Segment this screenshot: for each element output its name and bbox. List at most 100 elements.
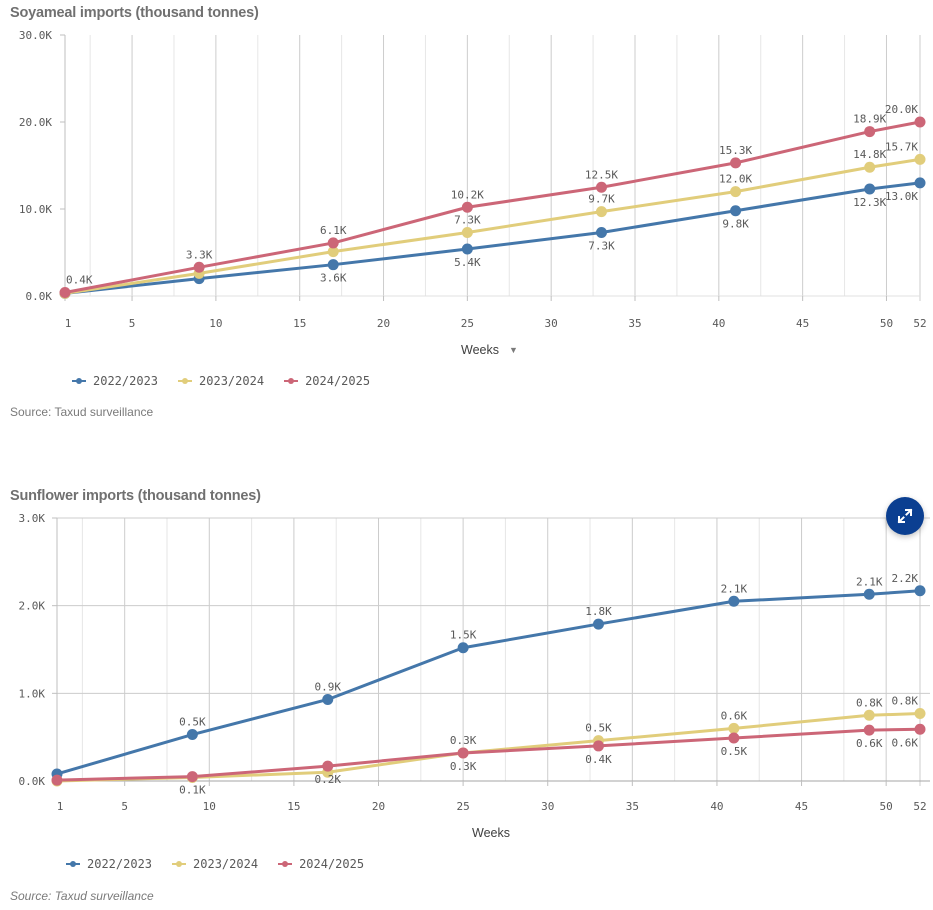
data-point[interactable] (327, 259, 339, 271)
data-label: 0.5K (721, 745, 748, 758)
data-point[interactable] (864, 126, 876, 138)
legend-item[interactable]: 2022/2023 (66, 857, 152, 871)
legend-label: 2023/2024 (199, 374, 265, 388)
data-label: 5.4K (454, 256, 481, 269)
expand-button[interactable] (886, 497, 924, 535)
data-point[interactable] (914, 585, 926, 597)
data-point[interactable] (914, 177, 926, 189)
data-point[interactable] (327, 237, 339, 249)
data-point[interactable] (186, 771, 198, 783)
x-axis-title[interactable]: Weeks ▼ (461, 343, 518, 357)
data-point[interactable] (728, 722, 740, 734)
data-point[interactable] (595, 226, 607, 238)
legend-swatch-icon (284, 377, 299, 385)
legend: 2022/2023 2023/2024 2024/2025 (66, 857, 384, 871)
data-point[interactable] (461, 226, 473, 238)
x-tick-label: 1 (57, 800, 64, 813)
x-tick-label: 30 (541, 800, 554, 813)
data-point[interactable] (592, 618, 604, 630)
dropdown-caret-icon[interactable]: ▼ (508, 345, 518, 355)
series-line-2024-2025 (56, 727, 921, 782)
data-point[interactable] (186, 729, 198, 741)
x-tick-label: 40 (710, 800, 723, 813)
data-point[interactable] (322, 693, 334, 705)
legend-item[interactable]: 2022/2023 (72, 374, 158, 388)
data-label: 0.6K (856, 737, 883, 750)
data-label: 0.5K (585, 722, 612, 735)
legend-label: 2024/2025 (299, 857, 365, 871)
data-point[interactable] (864, 161, 876, 173)
data-point[interactable] (863, 709, 875, 721)
chart-title: Sunflower imports (thousand tonnes) (10, 488, 261, 504)
data-label: 9.7K (588, 193, 615, 206)
data-point[interactable] (461, 243, 473, 255)
x-tick-label: 5 (121, 800, 128, 813)
data-point[interactable] (914, 116, 926, 128)
data-point[interactable] (595, 181, 607, 193)
legend-swatch-icon (278, 860, 293, 868)
x-tick-label: 20 (377, 317, 390, 330)
data-point[interactable] (728, 732, 740, 744)
legend-swatch-icon (66, 860, 80, 868)
data-label: 3.3K (186, 248, 213, 261)
x-tick-label: 10 (209, 317, 222, 330)
data-label: 15.7K (885, 140, 918, 153)
data-point[interactable] (457, 642, 469, 654)
y-tick-label: 30.0K (19, 29, 52, 42)
x-tick-label: 30 (545, 317, 558, 330)
data-label: 0.4K (66, 274, 93, 287)
data-label: 7.3K (588, 239, 615, 252)
data-point[interactable] (592, 740, 604, 752)
x-tick-label: 20 (372, 800, 385, 813)
data-point[interactable] (914, 723, 926, 735)
data-label: 12.3K (853, 196, 886, 209)
data-point[interactable] (322, 760, 334, 772)
data-point[interactable] (864, 183, 876, 195)
data-label: 10.2K (451, 188, 484, 201)
data-point[interactable] (193, 261, 205, 273)
sunflower-plot[interactable]: 0.0K1.0K2.0K3.0K1 5 10 15 20 25 30 35 40 45 50 520.… (0, 0, 933, 850)
x-tick-label: 52 (913, 800, 926, 813)
data-point[interactable] (59, 287, 71, 299)
data-point[interactable] (461, 201, 473, 213)
data-label: 14.8K (853, 148, 886, 161)
legend-swatch-icon (72, 377, 86, 385)
y-tick-label: 0.0K (26, 290, 53, 303)
data-point[interactable] (728, 595, 740, 607)
legend-label: 2022/2023 (87, 857, 153, 871)
data-label: 2.1K (721, 582, 748, 595)
data-point[interactable] (730, 186, 742, 198)
legend-item[interactable]: 2024/2025 (278, 857, 364, 871)
data-point[interactable] (863, 588, 875, 600)
data-label: 0.5K (179, 716, 206, 729)
data-point[interactable] (863, 724, 875, 736)
data-label: 2.1K (856, 575, 883, 588)
data-label: 9.8K (722, 218, 749, 231)
data-label: 6.1K (320, 224, 347, 237)
data-point[interactable] (327, 246, 339, 258)
legend-label: 2023/2024 (193, 857, 259, 871)
legend-swatch-icon (178, 377, 193, 385)
data-point[interactable] (914, 707, 926, 719)
data-point[interactable] (730, 157, 742, 169)
series-line-2023-2024 (64, 157, 921, 295)
data-label: 0.4K (585, 753, 612, 766)
y-tick-label: 2.0K (19, 600, 46, 613)
data-point[interactable] (457, 747, 469, 759)
data-label: 0.2K (314, 773, 341, 786)
legend-item[interactable]: 2023/2024 (178, 374, 264, 388)
data-point[interactable] (730, 205, 742, 217)
x-axis-title-text: Weeks (461, 343, 499, 357)
x-tick-label: 1 (65, 317, 72, 330)
x-tick-label: 15 (293, 317, 306, 330)
data-label: 13.0K (885, 190, 918, 203)
x-axis-title-text: Weeks (472, 826, 510, 840)
data-point[interactable] (51, 774, 63, 786)
x-tick-label: 40 (712, 317, 725, 330)
legend-item[interactable]: 2023/2024 (172, 857, 258, 871)
data-point[interactable] (595, 206, 607, 218)
legend-item[interactable]: 2024/2025 (284, 374, 370, 388)
data-point[interactable] (914, 153, 926, 165)
legend-swatch-icon (172, 860, 187, 868)
